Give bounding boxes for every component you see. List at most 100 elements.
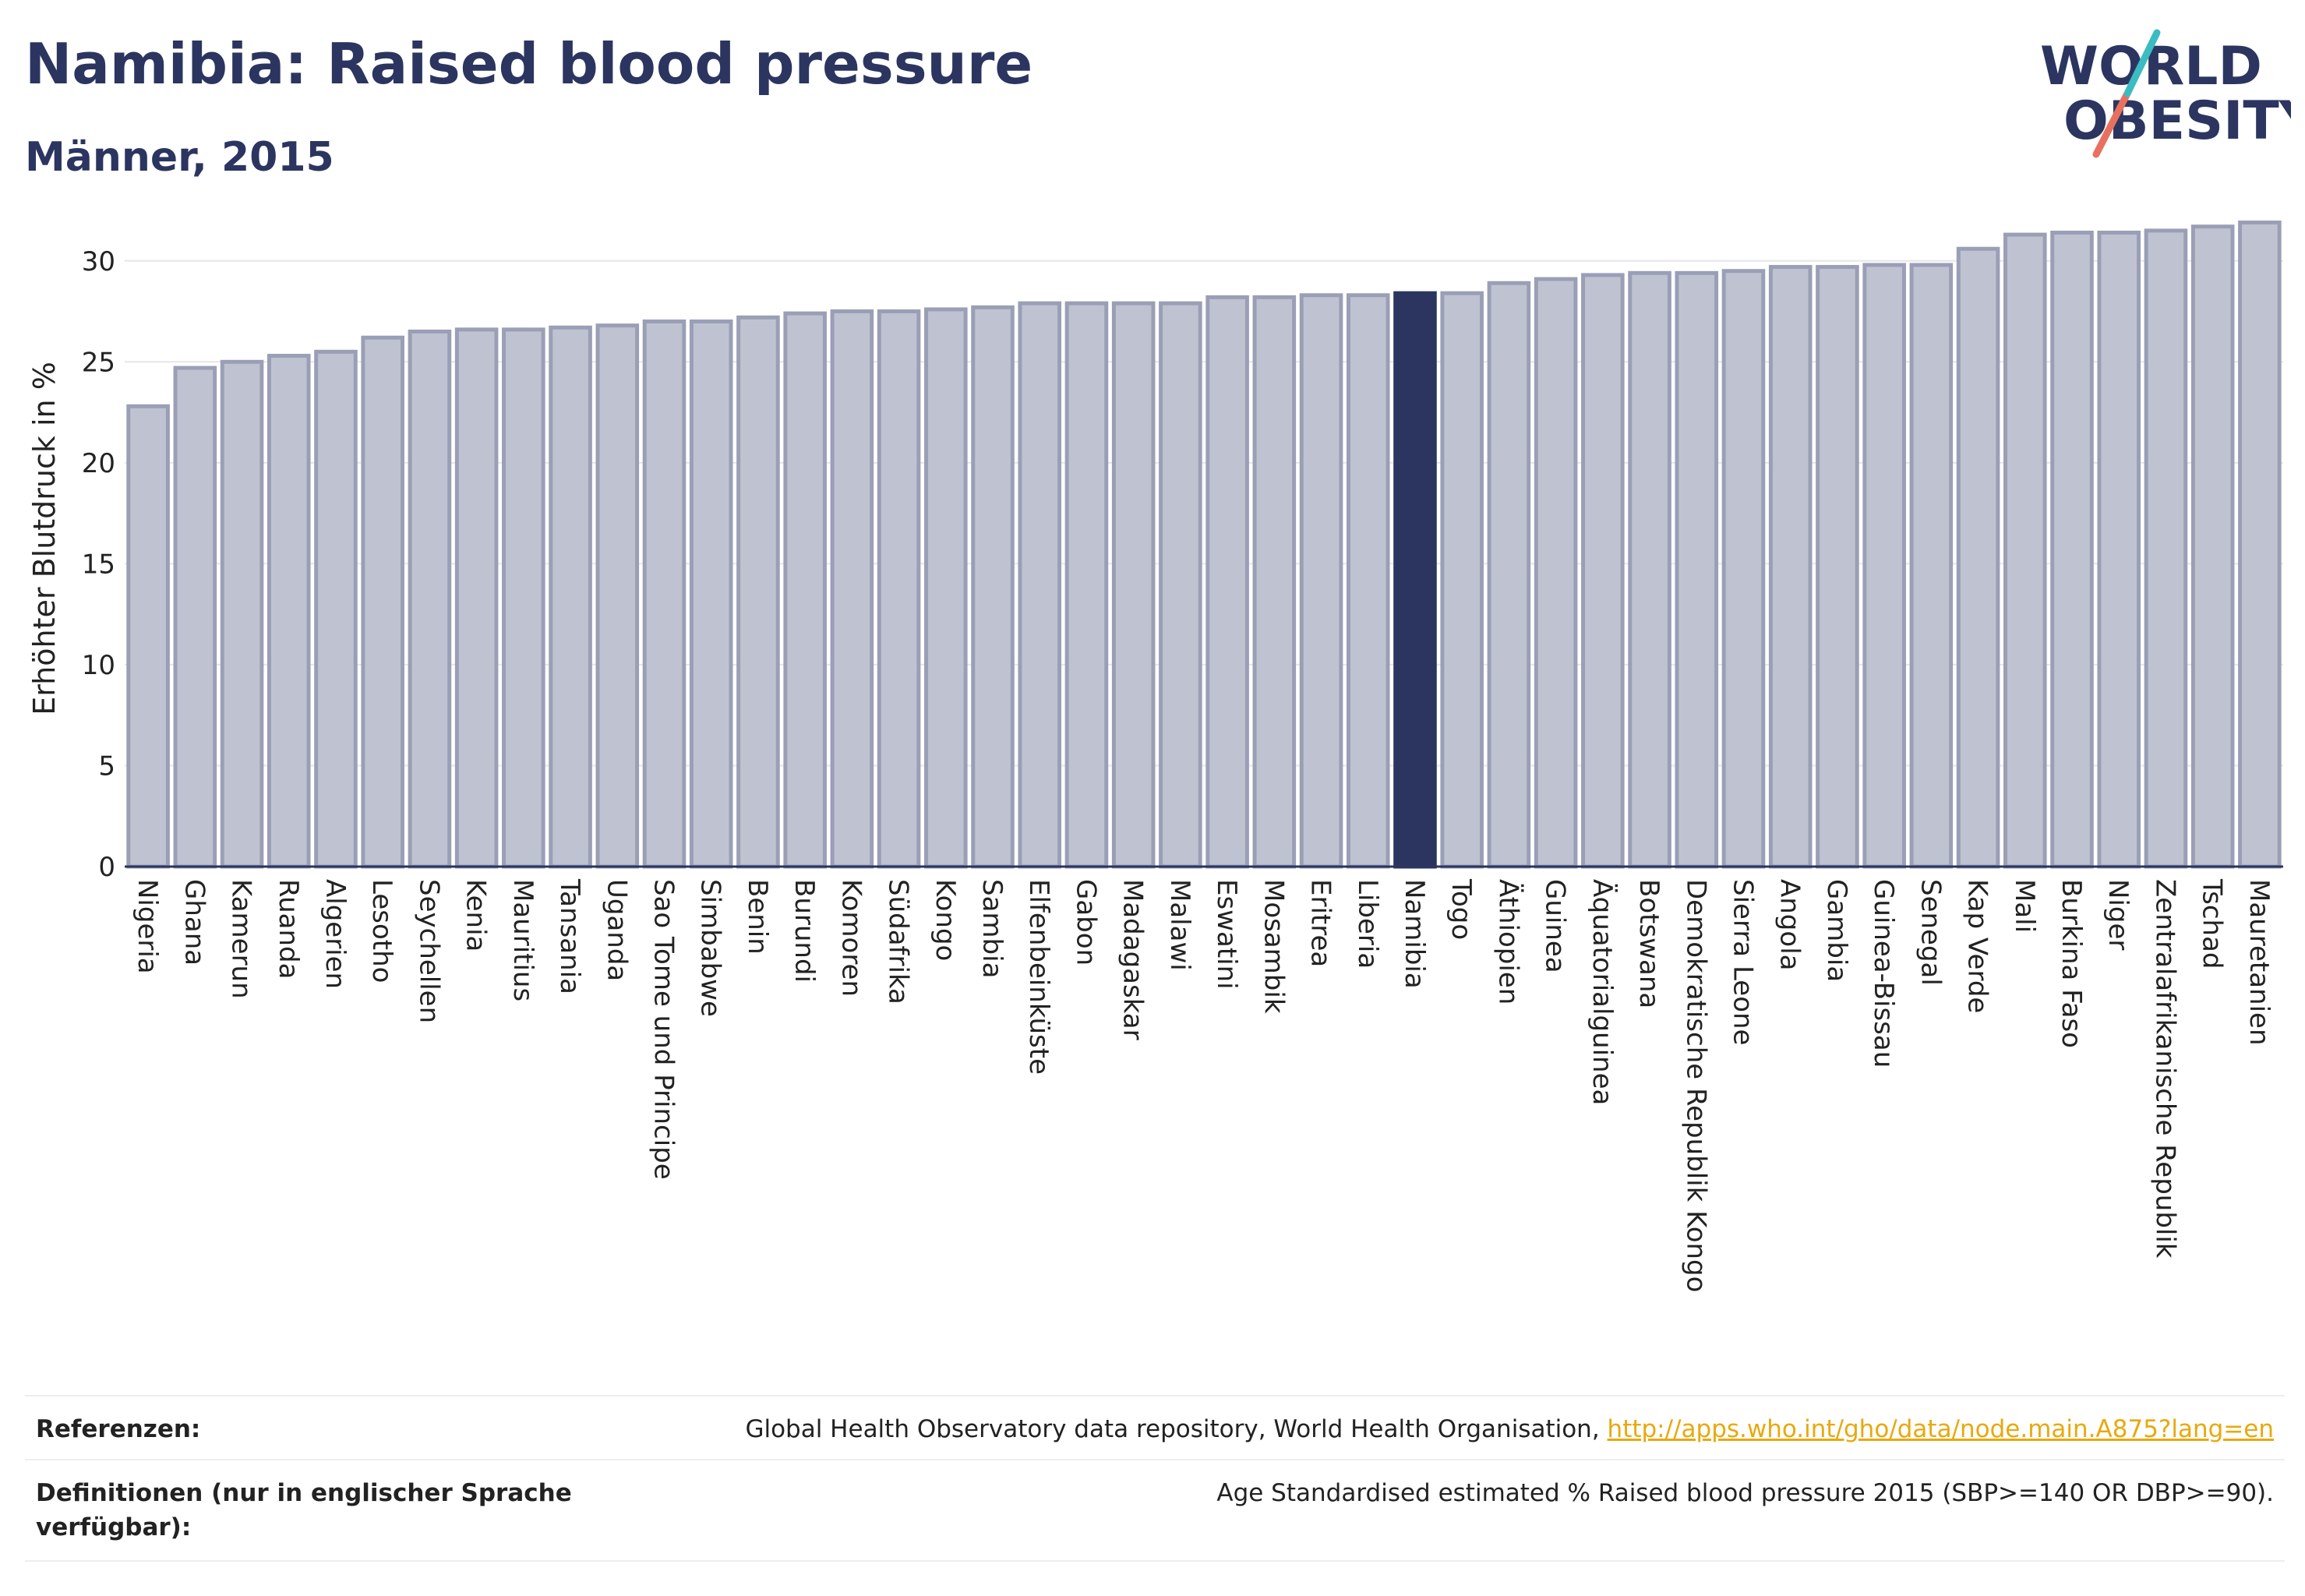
x-tick-label: Namibia [1399,879,1430,989]
x-tick-label: Guinea-Bissau [1868,879,1899,1068]
x-tick-label: Tschad [2197,878,2228,969]
x-tick-label: Botswana [1633,879,1664,1008]
x-tick-label: Lesotho [366,879,397,983]
x-tick-label: Äthiopien [1492,879,1523,1005]
x-tick-label: Mauretanien [2243,879,2275,1046]
x-tick-label: Mauritius [507,879,538,1001]
bar [971,305,1015,869]
bar [736,315,780,869]
bar [689,319,733,869]
x-tick-label: Simbabwe [695,879,726,1017]
x-tick-label: Nigeria [132,879,163,974]
x-tick-label: Tansania [554,878,585,994]
x-tick-label: Demokratische Republik Kongo [1680,879,1711,1292]
y-tick-label: 20 [82,448,115,479]
y-tick-label: 0 [98,852,115,883]
x-tick-label: Senegal [1915,879,1946,986]
x-tick-label: Burkina Faso [2056,879,2087,1048]
x-tick-label: Malawi [1164,879,1195,971]
bar [2097,230,2141,869]
x-axis-labels: Nigeria Ghana Kamerun Ruanda Algerien Lesotho… [132,878,2275,1292]
bar [1252,295,1297,869]
bar [1064,301,1109,869]
x-tick-label: Eritrea [1305,879,1336,967]
bar [1111,301,1156,869]
bar [1487,281,1531,869]
bar-highlight [1393,291,1437,869]
references-text: Global Health Observatory data repositor… [745,1415,1608,1443]
bar [2050,230,2094,869]
x-tick-label: Sierra Leone [1728,879,1759,1045]
bar [502,327,545,869]
x-tick-label: Eswatini [1211,879,1242,990]
x-tick-label: Uganda [601,879,632,981]
bar [1628,270,1671,869]
bar [1205,295,1249,869]
bar [1862,263,1906,869]
x-tick-label: Angola [1774,879,1806,970]
world-obesity-logo: WORLD OBESITY [2040,29,2291,158]
bar [642,319,687,869]
bar [1816,265,1859,869]
bar [2238,221,2282,869]
bar [314,349,358,869]
x-tick-label: Südafrika [883,879,914,1005]
definitions-value: Age Standardised estimated % Raised bloo… [1216,1479,2274,1507]
x-tick-label: Äquatorialguinea [1587,879,1618,1105]
y-tick-label: 10 [82,650,115,681]
references-row: Referenzen: Global Health Observatory da… [25,1395,2285,1460]
bar [2190,224,2235,869]
x-tick-label: Mosambik [1258,879,1289,1014]
bar [454,327,499,869]
y-axis-ticks: 0 5 10 15 20 25 30 [82,246,115,883]
bar [924,307,968,869]
x-tick-label: Madagaskar [1117,879,1149,1040]
y-axis-title: Erhöhter Blutdruck in % [27,362,62,715]
bar [1721,269,1766,869]
bar [1581,273,1625,869]
bar [877,309,921,869]
x-tick-label: Burundi [789,879,820,983]
x-tick-label: Algerien [319,879,351,989]
bar [1440,291,1484,869]
y-tick-label: 30 [82,246,115,277]
x-tick-label: Kamerun [226,879,257,999]
x-tick-label: Mali [2009,879,2040,933]
bar [267,354,311,869]
y-tick-label: 15 [82,549,115,580]
x-tick-label: Gabon [1070,879,1101,966]
bar [1675,270,1719,869]
x-tick-label: Guinea [1540,879,1571,973]
bar [549,325,592,869]
x-tick-label: Sambia [976,879,1008,978]
x-tick-label: Seychellen [413,879,444,1023]
bar [1956,246,2000,869]
references-value: Global Health Observatory data repositor… [745,1412,2274,1446]
bar [783,311,827,869]
bar [220,359,264,869]
x-tick-label: Elfenbeinküste [1023,879,1054,1075]
bar [830,309,874,869]
x-tick-label: Kongo [930,879,961,961]
references-link[interactable]: http://apps.who.int/gho/data/node.main.A… [1607,1415,2274,1443]
bar [1018,301,1062,869]
x-tick-label: Komoren [835,879,867,997]
bar [595,323,640,869]
x-tick-label: Benin [742,879,773,955]
x-tick-label: Ghana [178,879,210,966]
x-tick-label: Zentralafrikanische Republik [2149,879,2180,1259]
definitions-row: Definitionen (nur in englischer Sprache … [25,1459,2285,1562]
y-tick-label: 25 [82,347,115,378]
logo-slash-red [2092,90,2131,158]
bar [408,329,452,869]
page-title: Namibia: Raised blood pressure [25,31,1033,97]
bar [1346,293,1390,869]
references-label: Referenzen: [36,1415,201,1443]
x-tick-label: Togo [1445,878,1477,940]
x-tick-label: Liberia [1352,879,1383,969]
bar [2003,232,2047,869]
x-tick-label: Kap Verde [1962,879,1993,1013]
bar [1299,293,1343,869]
bar [126,404,170,869]
definitions-label: Definitionen (nur in englischer Sprache … [36,1479,572,1541]
